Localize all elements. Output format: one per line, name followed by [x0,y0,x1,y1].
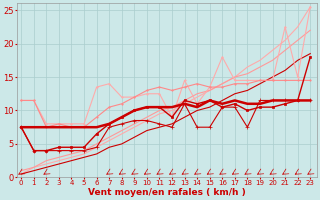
X-axis label: Vent moyen/en rafales ( km/h ): Vent moyen/en rafales ( km/h ) [88,188,246,197]
